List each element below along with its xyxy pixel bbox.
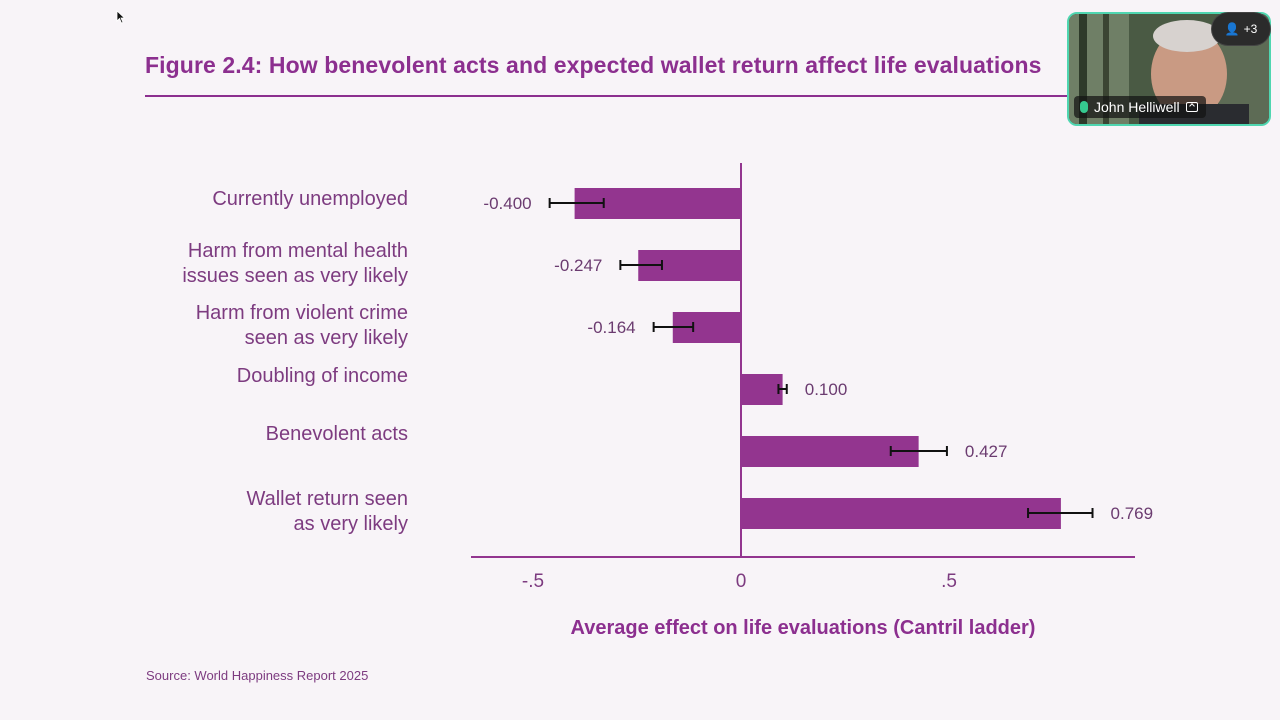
title-divider [145,95,1075,97]
microphone-icon [1080,101,1088,113]
category-label: Harm from violent crime seen as very like… [78,301,408,351]
category-label-line: Harm from violent crime [195,302,408,324]
category-label-line: Currently unemployed [212,188,408,210]
participant-name-tag: John Helliwell [1074,96,1206,118]
category-label: Doubling of income [78,364,408,389]
bar [741,498,1061,529]
source-note: Source: World Happiness Report 2025 [146,668,369,683]
category-label-line: issues seen as very likely [182,265,408,287]
person-icon: 👤 [1224,22,1240,36]
x-tick-label: -.5 [522,571,544,592]
category-label: Benevolent acts [78,422,408,447]
mouse-cursor-icon [116,10,126,24]
screen-share-icon [1185,102,1198,112]
participants-count-button[interactable]: 👤 +3 [1212,13,1270,45]
category-label: Wallet return seen as very likely [78,487,408,537]
category-label: Harm from mental health issues seen as ve… [78,239,408,289]
data-label: 0.100 [805,380,848,399]
participant-name: John Helliwell [1094,99,1180,115]
x-tick-label: 0 [736,571,747,592]
data-label: -0.247 [554,256,602,275]
participants-count: +3 [1243,22,1258,36]
category-label-line: Doubling of income [236,365,408,387]
category-label-line: as very likely [293,513,408,535]
data-label: -0.164 [587,318,635,337]
figure-title: Figure 2.4: How benevolent acts and expe… [145,52,1042,78]
category-label: Currently unemployed [78,187,408,212]
category-label-line: seen as very likely [244,327,408,349]
category-label-line: Harm from mental health [187,240,408,262]
x-axis-title: Average effect on life evaluations (Cant… [571,617,1036,639]
bar [741,436,919,467]
category-label-line: Wallet return seen [246,488,408,510]
x-tick-label: .5 [941,571,957,592]
data-label: -0.400 [483,194,531,213]
category-label-line: Benevolent acts [265,423,408,445]
bar [741,374,783,405]
data-label: 0.769 [1111,504,1154,523]
data-label: 0.427 [965,442,1008,461]
